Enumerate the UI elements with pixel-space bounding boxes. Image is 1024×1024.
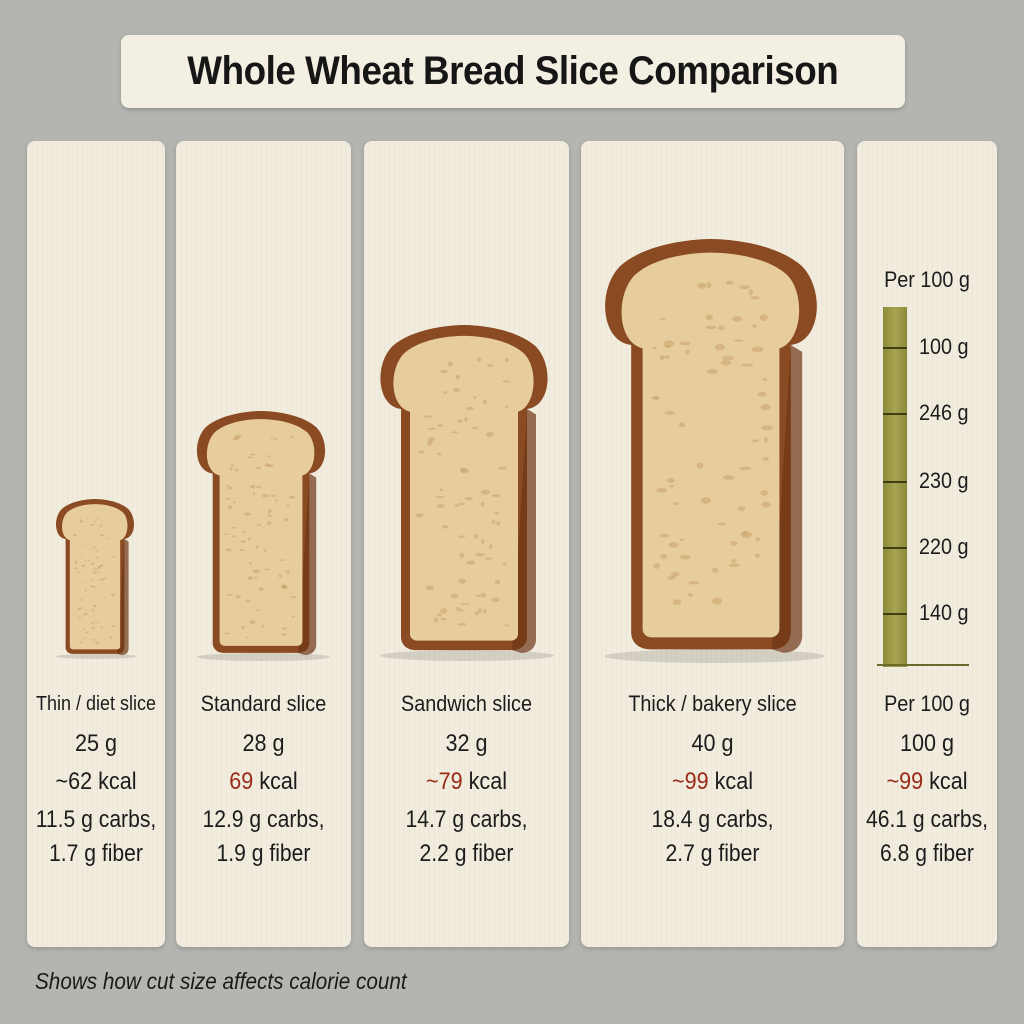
- scale-tick: [883, 547, 907, 549]
- bread-svg: [55, 499, 137, 659]
- slice-fiber: 2.2 g fiber: [419, 840, 514, 867]
- bread-svg: [196, 411, 330, 661]
- slice-weight: 40 g: [691, 730, 734, 757]
- bread-slice-icon: [374, 325, 554, 661]
- per-100g-carbs: 46.1 g carbs,: [865, 806, 989, 833]
- bread-slice-icon: [53, 499, 137, 659]
- bread-svg: [380, 325, 554, 661]
- slice-kcal: 69 kcal: [229, 768, 298, 795]
- slice-carbs: 11.5 g carbs,: [35, 806, 157, 833]
- slice-label: Thick / bakery slice: [628, 691, 797, 716]
- bread-slice-icon: [192, 411, 330, 661]
- slice-label: Sandwich slice: [401, 691, 532, 716]
- slice-panel-sandwich: Sandwich slice 32 g ~79 kcal 14.7 g carb…: [364, 141, 569, 947]
- scale-tick: [883, 481, 907, 483]
- per-100g-panel: Per 100 g 100 g 246 g 230 g 220 g 140 g …: [857, 141, 997, 947]
- slice-info: Standard slice 28 g 69 kcal 12.9 g carbs…: [176, 689, 351, 869]
- footer-caption: Shows how cut size affects calorie count: [35, 968, 407, 994]
- slice-info: Sandwich slice 32 g ~79 kcal 14.7 g carb…: [364, 689, 569, 869]
- slice-carbs: 12.9 g carbs,: [202, 806, 325, 833]
- slice-fiber: 1.9 g fiber: [216, 840, 311, 867]
- scale-tick-label: 220 g: [919, 534, 969, 559]
- slice-weight: 25 g: [74, 730, 118, 757]
- slice-kcal: ~79 kcal: [425, 768, 508, 795]
- slice-fiber: 2.7 g fiber: [665, 840, 760, 867]
- per-100g-fiber: 6.8 g fiber: [880, 840, 974, 867]
- slice-weight: 28 g: [242, 730, 285, 757]
- per-100g-kcal: ~99 kcal: [886, 768, 968, 795]
- per-100g-info: Per 100 g 100 g ~99 kcal 46.1 g carbs, 6…: [857, 689, 997, 869]
- scale-tick: [883, 413, 907, 415]
- scale-tick-label: 246 g: [919, 400, 969, 425]
- slice-kcal: ~62 kcal: [55, 768, 137, 795]
- page-title: Whole Wheat Bread Slice Comparison: [187, 49, 839, 93]
- slice-kcal: ~99 kcal: [671, 768, 754, 795]
- slice-info: Thin / diet slice 25 g ~62 kcal 11.5 g c…: [27, 689, 165, 869]
- per-100g-weight: 100 g: [899, 730, 955, 757]
- scale-base: [877, 664, 969, 666]
- per-100g-label: Per 100 g: [884, 691, 970, 716]
- slice-panel-thin: Thin / diet slice 25 g ~62 kcal 11.5 g c…: [27, 141, 165, 947]
- title-banner: Whole Wheat Bread Slice Comparison: [121, 35, 905, 108]
- slice-panel-thick: Thick / bakery slice 40 g ~99 kcal 18.4 …: [581, 141, 844, 947]
- slice-panel-standard: Standard slice 28 g 69 kcal 12.9 g carbs…: [176, 141, 351, 947]
- scale-tick-label: 140 g: [919, 600, 969, 625]
- slice-weight: 32 g: [445, 730, 488, 757]
- slice-carbs: 18.4 g carbs,: [651, 806, 774, 833]
- bread-svg: [604, 239, 825, 663]
- scale-title: Per 100 g: [884, 267, 970, 292]
- slice-label: Thin / diet slice: [35, 693, 157, 715]
- slice-info: Thick / bakery slice 40 g ~99 kcal 18.4 …: [581, 689, 844, 869]
- scale-tick-label: 230 g: [919, 468, 969, 493]
- scale-bar: [883, 307, 907, 667]
- bread-slice-icon: [597, 239, 825, 663]
- scale-tick-label: 100 g: [919, 334, 969, 359]
- slice-label: Standard slice: [200, 691, 327, 716]
- slice-carbs: 14.7 g carbs,: [405, 806, 528, 833]
- scale-tick: [883, 347, 907, 349]
- scale-tick: [883, 613, 907, 615]
- slice-fiber: 1.7 g fiber: [49, 840, 143, 867]
